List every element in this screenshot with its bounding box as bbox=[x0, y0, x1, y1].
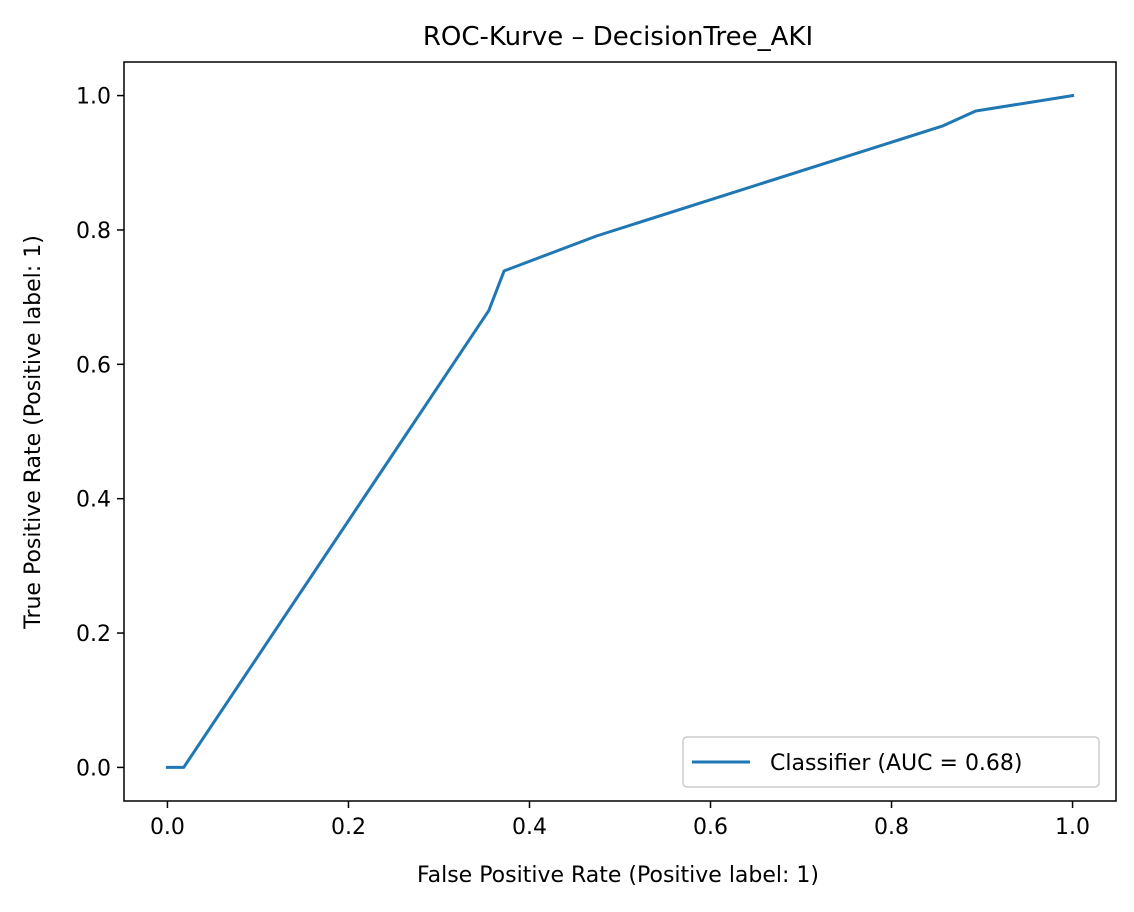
y-tick-label: 1.0 bbox=[76, 85, 111, 110]
y-tick-label: 0.2 bbox=[76, 622, 111, 647]
y-tick-label: 0.6 bbox=[76, 353, 111, 378]
legend-box bbox=[682, 736, 1100, 788]
x-tick-label: 0.8 bbox=[874, 815, 909, 840]
chart-title: ROC-Kurve – DecisionTree_AKI bbox=[423, 22, 813, 52]
x-tick-label: 0.0 bbox=[150, 815, 185, 840]
legend: Classifier (AUC = 0.68) bbox=[682, 736, 1100, 788]
x-tick-label: 0.4 bbox=[512, 815, 547, 840]
x-tick-label: 0.6 bbox=[693, 815, 728, 840]
plot-area bbox=[123, 61, 1117, 802]
series-layer bbox=[165, 93, 1075, 769]
y-tick-label: 0.4 bbox=[76, 488, 111, 513]
x-tick-label: 1.0 bbox=[1055, 815, 1090, 840]
x-tick-label: 0.2 bbox=[331, 815, 366, 840]
y-tick-label: 0.0 bbox=[76, 756, 111, 781]
x-axis-label: False Positive Rate (Positive label: 1) bbox=[417, 863, 819, 888]
y-tick-label: 0.8 bbox=[76, 219, 111, 244]
y-axis-ticks: 0.0 0.2 0.4 0.6 0.8 1.0 bbox=[76, 85, 124, 781]
axes-frame bbox=[123, 61, 1117, 802]
roc-curve-line bbox=[165, 93, 1075, 769]
x-axis-ticks: 0.0 0.2 0.4 0.6 0.8 1.0 bbox=[150, 801, 1090, 840]
y-axis-label: True Positive Rate (Positive label: 1) bbox=[21, 235, 46, 630]
legend-label: Classifier (AUC = 0.68) bbox=[770, 751, 1023, 776]
